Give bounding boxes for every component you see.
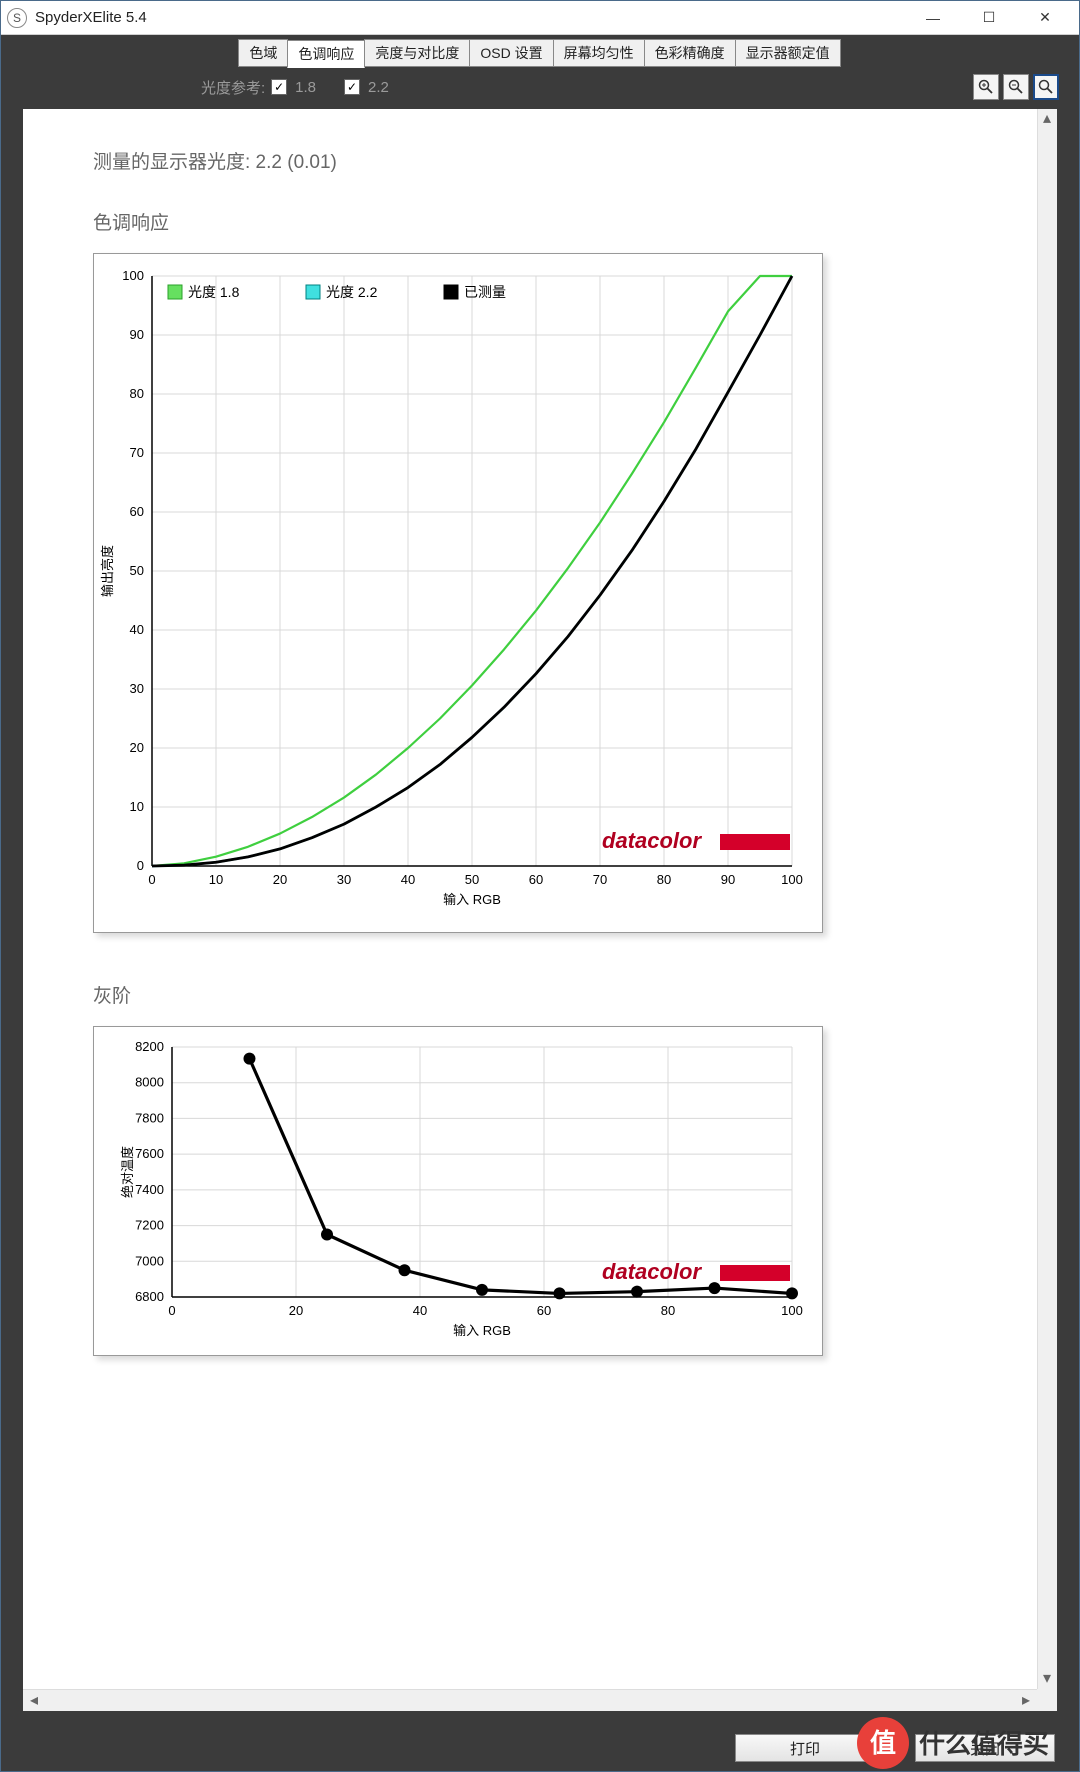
svg-text:80: 80 bbox=[657, 872, 671, 887]
titlebar: S SpyderXElite 5.4 — ☐ ✕ bbox=[1, 1, 1079, 35]
svg-text:7800: 7800 bbox=[135, 1110, 164, 1125]
print-button[interactable]: 打印 bbox=[735, 1734, 875, 1762]
tone-response-chart: 0 10 20 30 40 50 60 70 80 90 100 0 10 20 30 40 50 60 70 80 9… bbox=[93, 253, 823, 933]
app-icon: S bbox=[7, 8, 27, 28]
gamma-controls: 光度参考: ✓ 1.8 ✓ 2.2 bbox=[1, 65, 1079, 109]
svg-text:80: 80 bbox=[130, 386, 144, 401]
svg-text:80: 80 bbox=[661, 1303, 675, 1318]
close-button[interactable]: ✕ bbox=[1017, 1, 1073, 35]
tab-0[interactable]: 色域 bbox=[238, 39, 288, 67]
svg-text:20: 20 bbox=[289, 1303, 303, 1318]
svg-text:30: 30 bbox=[130, 681, 144, 696]
zoom-fit-button[interactable] bbox=[1033, 74, 1059, 100]
scroll-down-icon[interactable]: ▾ bbox=[1038, 1669, 1056, 1687]
horizontal-scrollbar[interactable]: ◂ ▸ bbox=[23, 1689, 1057, 1711]
gamma18-checkbox[interactable]: ✓ bbox=[271, 79, 287, 95]
svg-text:20: 20 bbox=[273, 872, 287, 887]
scroll-right-icon[interactable]: ▸ bbox=[1017, 1691, 1035, 1709]
svg-text:0: 0 bbox=[137, 858, 144, 873]
tab-2[interactable]: 亮度与对比度 bbox=[364, 39, 470, 67]
svg-text:50: 50 bbox=[130, 563, 144, 578]
svg-text:7000: 7000 bbox=[135, 1253, 164, 1268]
scroll-corner bbox=[1037, 1689, 1057, 1711]
maximize-button[interactable]: ☐ bbox=[961, 1, 1017, 35]
svg-text:datacolor: datacolor bbox=[602, 828, 702, 853]
svg-text:60: 60 bbox=[537, 1303, 551, 1318]
svg-text:10: 10 bbox=[209, 872, 223, 887]
window-title: SpyderXElite 5.4 bbox=[35, 9, 905, 26]
svg-text:7400: 7400 bbox=[135, 1182, 164, 1197]
tab-5[interactable]: 色彩精确度 bbox=[644, 39, 736, 67]
gamma22-label: 2.2 bbox=[368, 79, 389, 96]
svg-text:输出亮度: 输出亮度 bbox=[100, 545, 115, 597]
chart1-title: 色调响应 bbox=[93, 208, 997, 235]
chart2-title: 灰阶 bbox=[93, 981, 997, 1008]
scroll-left-icon[interactable]: ◂ bbox=[25, 1691, 43, 1709]
svg-text:6800: 6800 bbox=[135, 1289, 164, 1304]
button-bar: 打印 关闭 bbox=[1, 1725, 1079, 1771]
grayscale-chart: 0 20 40 60 80 100 6800 7000 7200 7400 7600 7800 8000… bbox=[93, 1026, 823, 1356]
gamma-ref-label: 光度参考: bbox=[201, 77, 265, 98]
svg-text:30: 30 bbox=[337, 872, 351, 887]
vertical-scrollbar[interactable]: ▴ ▾ bbox=[1037, 109, 1057, 1711]
measured-gamma-text: 测量的显示器光度: 2.2 (0.01) bbox=[93, 147, 997, 174]
svg-text:0: 0 bbox=[168, 1303, 175, 1318]
tab-strip: 色域色调响应亮度与对比度OSD 设置屏幕均匀性色彩精确度显示器额定值 bbox=[1, 35, 1079, 65]
tab-1[interactable]: 色调响应 bbox=[287, 40, 365, 68]
close-button-bottom[interactable]: 关闭 bbox=[915, 1734, 1055, 1762]
svg-text:7200: 7200 bbox=[135, 1218, 164, 1233]
svg-text:datacolor: datacolor bbox=[602, 1259, 702, 1284]
svg-text:8000: 8000 bbox=[135, 1075, 164, 1090]
svg-text:输入 RGB: 输入 RGB bbox=[443, 892, 501, 907]
svg-text:20: 20 bbox=[130, 740, 144, 755]
gamma22-checkbox[interactable]: ✓ bbox=[344, 79, 360, 95]
svg-text:60: 60 bbox=[529, 872, 543, 887]
scroll-up-icon[interactable]: ▴ bbox=[1038, 109, 1056, 127]
svg-text:70: 70 bbox=[130, 445, 144, 460]
svg-text:40: 40 bbox=[401, 872, 415, 887]
tab-3[interactable]: OSD 设置 bbox=[469, 39, 553, 67]
zoom-in-button[interactable] bbox=[973, 74, 999, 100]
svg-text:40: 40 bbox=[413, 1303, 427, 1318]
svg-text:8200: 8200 bbox=[135, 1039, 164, 1054]
svg-text:7600: 7600 bbox=[135, 1146, 164, 1161]
tab-4[interactable]: 屏幕均匀性 bbox=[553, 39, 645, 67]
content-panel: 测量的显示器光度: 2.2 (0.01) 色调响应 0 10 20 30 40 50 60 7… bbox=[23, 109, 1057, 1711]
svg-text:10: 10 bbox=[130, 799, 144, 814]
tab-6[interactable]: 显示器额定值 bbox=[735, 39, 841, 67]
minimize-button[interactable]: — bbox=[905, 1, 961, 35]
svg-text:50: 50 bbox=[465, 872, 479, 887]
svg-text:输入 RGB: 输入 RGB bbox=[453, 1323, 511, 1338]
svg-text:100: 100 bbox=[122, 268, 144, 283]
svg-text:60: 60 bbox=[130, 504, 144, 519]
gamma18-label: 1.8 bbox=[295, 79, 316, 96]
svg-text:光度 1.8: 光度 1.8 bbox=[188, 284, 240, 300]
svg-text:100: 100 bbox=[781, 872, 803, 887]
svg-text:90: 90 bbox=[721, 872, 735, 887]
svg-text:40: 40 bbox=[130, 622, 144, 637]
svg-text:已测量: 已测量 bbox=[464, 284, 506, 300]
svg-text:90: 90 bbox=[130, 327, 144, 342]
svg-text:0: 0 bbox=[148, 872, 155, 887]
svg-text:100: 100 bbox=[781, 1303, 803, 1318]
svg-text:70: 70 bbox=[593, 872, 607, 887]
app-body: 色域色调响应亮度与对比度OSD 设置屏幕均匀性色彩精确度显示器额定值 光度参考:… bbox=[1, 35, 1079, 1771]
svg-text:绝对温度: 绝对温度 bbox=[120, 1146, 135, 1198]
zoom-out-button[interactable] bbox=[1003, 74, 1029, 100]
svg-text:光度 2.2: 光度 2.2 bbox=[326, 284, 378, 300]
